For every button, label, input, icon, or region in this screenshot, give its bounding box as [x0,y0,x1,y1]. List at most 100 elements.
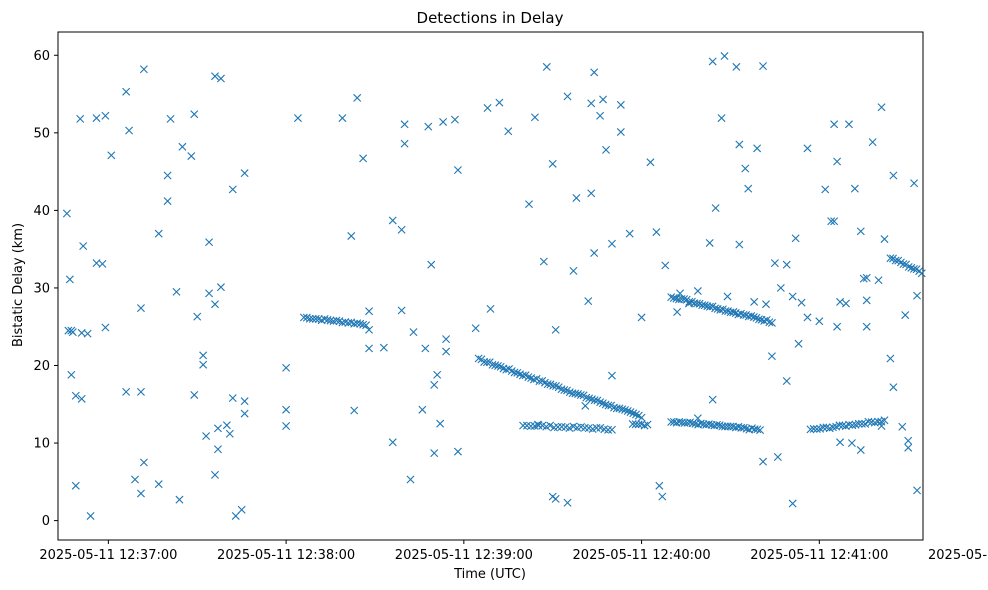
data-point-marker [844,120,853,129]
data-point-marker [791,234,800,243]
data-point-marker [225,429,234,438]
data-point-marker [874,276,883,285]
data-point-marker [836,438,845,447]
y-tick-label: 30 [33,281,50,296]
data-point-marker [211,300,219,309]
data-point-marker [910,179,919,188]
data-point-marker [329,317,338,326]
data-point-marker [551,325,560,334]
data-point-marker [433,370,442,379]
data-point-marker [546,421,555,430]
data-point-marker [101,111,110,120]
data-point-marker [889,383,898,392]
data-point-marker [553,423,562,431]
data-point-marker [519,421,528,430]
data-point-marker [430,449,439,458]
data-point-marker [136,387,145,396]
data-point-marker [838,421,847,430]
data-point-marker [629,409,638,418]
data-point-marker [471,324,480,333]
data-point-marker [64,326,73,335]
data-point-marker [424,122,433,131]
data-point-marker [338,114,347,123]
y-tick-label: 0 [42,514,50,529]
data-point-marker [362,321,371,330]
data-point-marker [729,308,738,317]
x-tick-label: 2025-05-11 12:37:00 [39,548,177,563]
data-point-marker [163,197,172,206]
data-point-marker [92,114,101,123]
data-point-marker [748,424,756,433]
data-point-marker [202,432,211,441]
data-point-marker [199,360,208,369]
data-point-marker [453,447,462,456]
data-point-marker [592,423,601,432]
data-point-marker [621,405,629,414]
data-point-marker [615,404,624,413]
data-point-marker [231,511,240,520]
data-point-marker [397,306,406,315]
data-point-marker [320,315,329,323]
data-point-marker [607,239,616,248]
data-point-marker [815,317,824,326]
data-point-marker [720,52,729,61]
data-point-marker [576,391,585,399]
data-point-marker [193,312,202,321]
data-point-marker [626,408,635,417]
data-point-marker [228,394,237,403]
data-point-marker [504,127,513,136]
data-point-marker [862,296,871,305]
data-point-marker [131,475,140,484]
data-point-marker [400,139,409,148]
data-point-marker [107,151,116,160]
data-point-marker [530,421,539,430]
data-point-marker [607,371,616,380]
data-point-marker [721,307,730,316]
data-point-marker [856,227,865,236]
data-point-marker [711,304,720,313]
data-point-marker [917,269,926,278]
data-point-marker [739,423,748,432]
data-point-marker [708,57,717,66]
data-point-marker [854,419,863,428]
data-point-marker [430,380,439,389]
data-point-marker [828,423,837,432]
data-point-marker [125,126,134,135]
data-point-marker [723,292,732,301]
x-tick-label: 2025-05-11 12:42:00 [928,548,988,563]
data-point-marker [898,422,907,431]
data-point-marker [341,318,350,327]
data-point-marker [350,406,359,415]
data-point-marker [797,298,806,307]
data-point-marker [293,114,302,123]
data-point-marker [166,114,175,123]
data-point-marker [65,275,74,284]
chart-title: Detections in Delay [417,9,564,27]
data-point-marker [400,120,409,129]
data-point-marker [686,418,695,427]
data-point-marker [739,310,748,319]
data-point-marker [332,316,341,325]
y-tick-label: 60 [33,49,50,64]
data-point-marker [685,297,694,306]
data-point-marker [563,498,572,507]
data-point-marker [518,371,527,380]
data-point-marker [750,297,759,306]
data-point-marker [845,420,854,429]
data-point-marker [175,495,184,504]
data-point-marker [765,318,774,327]
data-point-marker [213,445,222,454]
data-point-marker [618,405,627,414]
data-point-marker [311,314,320,323]
data-point-marker [724,307,733,316]
data-point-marker [79,242,88,251]
data-point-marker [788,499,797,508]
data-point-marker [359,154,368,163]
data-point-marker [752,313,761,322]
data-point-marker [812,425,821,434]
data-point-marker [623,407,632,415]
data-point-marker [909,264,918,273]
y-tick-label: 20 [33,359,50,374]
data-point-marker [693,299,702,308]
